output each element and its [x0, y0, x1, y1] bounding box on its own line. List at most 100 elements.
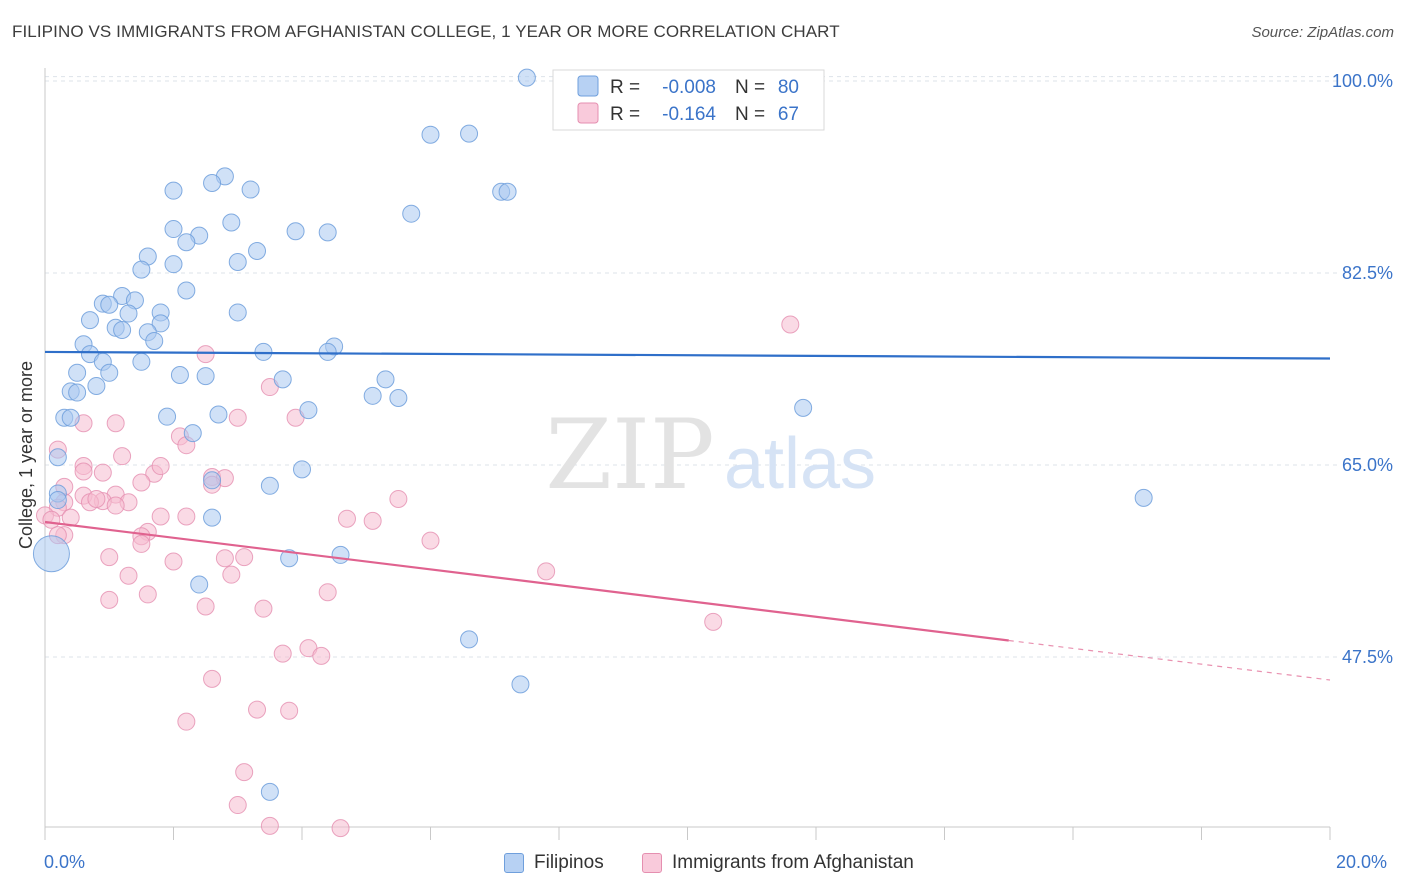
- point-filipinos-16: [248, 242, 267, 260]
- point-afghanistan-63: [177, 712, 196, 731]
- point-filipinos-48: [87, 376, 106, 395]
- grid-lines: [45, 76, 1340, 658]
- point-filipinos-34: [145, 331, 164, 350]
- legend-n-value-1: 80: [778, 77, 799, 98]
- point-afghanistan-58: [273, 644, 292, 663]
- point-filipinos-55: [209, 405, 228, 424]
- point-afghanistan-54: [196, 597, 215, 616]
- point-afghanistan-13: [93, 463, 112, 482]
- point-afghanistan-43: [132, 534, 151, 553]
- point-afghanistan-47: [164, 552, 183, 571]
- point-filipinos-29: [80, 311, 99, 330]
- point-filipinos-20: [132, 260, 151, 279]
- point-afghanistan-60: [203, 669, 222, 688]
- point-filipinos-6: [164, 181, 183, 200]
- point-filipinos-63: [260, 476, 279, 495]
- point-filipinos-45: [196, 367, 215, 386]
- point-filipinos-2: [460, 124, 479, 143]
- point-afghanistan-64: [235, 763, 254, 782]
- point-afghanistan-28: [389, 489, 408, 508]
- point-filipinos-68: [280, 549, 299, 568]
- point-filipinos-37: [318, 342, 337, 361]
- point-filipinos-41: [132, 352, 151, 371]
- point-afghanistan-55: [254, 599, 273, 618]
- point-filipinos-66: [1134, 488, 1153, 507]
- trend-line-afghanistan-extension: [1008, 639, 1331, 681]
- legend-top: R = -0.008 N = 80 R = -0.164 N = 67: [552, 69, 825, 131]
- point-filipinos-26: [119, 304, 138, 323]
- point-afghanistan-3: [228, 408, 247, 427]
- point-filipinos-53: [794, 398, 813, 417]
- point-filipinos-67: [203, 508, 222, 527]
- point-filipinos-19: [164, 255, 183, 274]
- point-filipinos-74: [260, 782, 279, 801]
- chart-title: FILIPINO VS IMMIGRANTS FROM AFGHANISTAN …: [12, 22, 840, 41]
- legend-label-afghanistan: Immigrants from Afghanistan: [672, 852, 914, 873]
- y-tick-label-2: 82.5%: [1342, 263, 1393, 283]
- point-filipinos-42: [100, 363, 119, 382]
- point-filipinos-13: [318, 223, 337, 242]
- point-filipinos-58: [61, 408, 80, 427]
- point-afghanistan-36: [337, 509, 356, 528]
- point-afghanistan-37: [363, 511, 382, 530]
- point-afghanistan-65: [228, 796, 247, 815]
- point-afghanistan-53: [100, 590, 119, 609]
- trend-line-afghanistan: [44, 520, 1009, 642]
- point-afghanistan-12: [74, 462, 93, 481]
- trend-line-filipinos: [44, 350, 1331, 360]
- point-filipinos-5: [241, 180, 260, 199]
- legend-item-afghanistan: Immigrants from Afghanistan: [642, 852, 914, 874]
- point-filipinos-4: [203, 173, 222, 192]
- point-filipinos-8: [498, 182, 517, 201]
- legend-swatch-filipinos: [504, 853, 524, 873]
- point-filipinos-73: [511, 675, 530, 694]
- point-afghanistan-56: [704, 612, 723, 631]
- legend-label-filipinos: Filipinos: [534, 852, 604, 873]
- point-afghanistan-67: [331, 819, 350, 838]
- y-axis-label: College, 1 year or more: [16, 361, 36, 549]
- source-label: Source: ZipAtlas.com: [1251, 24, 1394, 41]
- point-afghanistan-52: [138, 585, 157, 604]
- point-afghanistan-10: [113, 447, 132, 466]
- legend-n-label-2: N =: [735, 104, 765, 125]
- point-filipinos-54: [299, 401, 318, 420]
- point-filipinos-43: [68, 363, 87, 382]
- point-filipinos-10: [222, 213, 241, 232]
- legend-r-value-2: -0.164: [662, 104, 716, 125]
- point-afghanistan-29: [106, 496, 125, 515]
- point-filipinos-33: [113, 320, 132, 339]
- point-afghanistan-45: [215, 549, 234, 568]
- point-afghanistan-0: [781, 315, 800, 334]
- point-filipinos-0: [517, 68, 536, 87]
- watermark-zip: ZIP: [545, 399, 714, 511]
- point-filipinos-71: [190, 575, 209, 594]
- legend-r-label-1: R =: [610, 77, 640, 98]
- watermark-atlas: atlas: [724, 424, 876, 504]
- point-filipinos-50: [68, 383, 87, 402]
- series-afghanistan-points: [36, 315, 800, 838]
- point-afghanistan-59: [312, 646, 331, 665]
- legend-n-value-2: 67: [778, 104, 799, 125]
- point-afghanistan-34: [151, 507, 170, 526]
- watermark: ZIP atlas: [545, 399, 876, 511]
- legend-n-label-1: N =: [735, 77, 765, 98]
- point-afghanistan-48: [537, 562, 556, 581]
- y-tick-label-0: 47.5%: [1342, 647, 1393, 667]
- point-filipinos-25: [100, 295, 119, 314]
- point-filipinos-27: [228, 303, 247, 322]
- point-filipinos-56: [158, 407, 177, 426]
- x-tick-label-max: 20.0%: [1336, 852, 1388, 872]
- x-tick-label-min: 0.0%: [44, 852, 86, 872]
- point-afghanistan-66: [260, 816, 279, 835]
- point-filipinos-72: [460, 630, 479, 649]
- point-filipinos-59: [183, 424, 202, 443]
- point-filipinos-51: [363, 386, 382, 405]
- point-afghanistan-50: [119, 566, 138, 585]
- point-filipinos-46: [273, 370, 292, 389]
- y-tick-label-3: 100.0%: [1332, 71, 1393, 91]
- point-afghanistan-44: [100, 548, 119, 567]
- legend-item-filipinos: Filipinos: [504, 852, 604, 874]
- point-filipinos-44: [170, 365, 189, 384]
- point-filipinos-52: [389, 389, 408, 408]
